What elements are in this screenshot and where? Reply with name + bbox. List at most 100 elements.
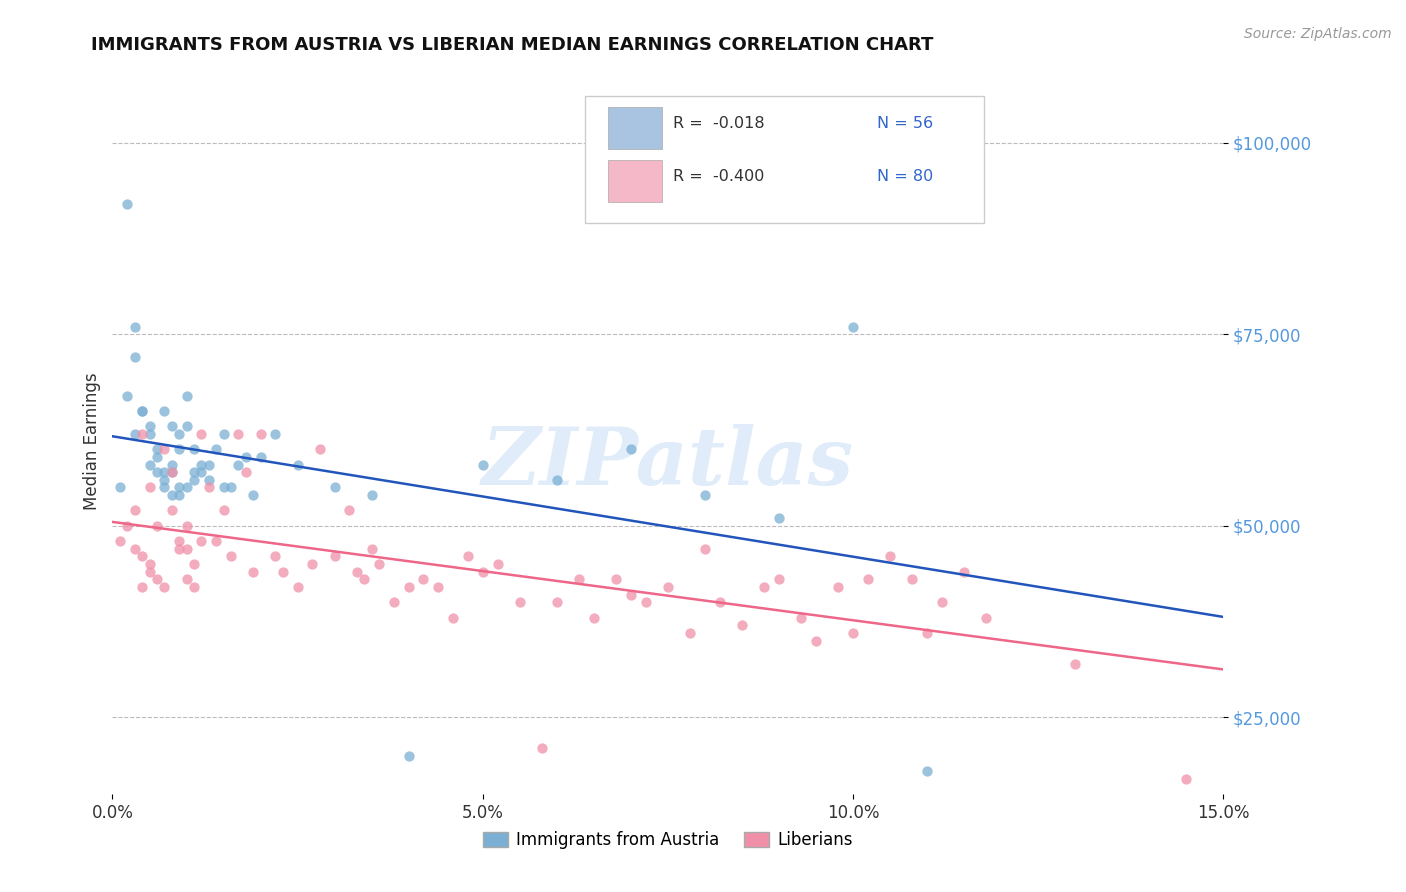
Point [768, 511, 790, 525]
Point [709, 595, 731, 609]
Text: R =  -0.400: R = -0.400 [673, 169, 765, 184]
Point [183, 557, 205, 571]
Point [242, 488, 264, 502]
FancyBboxPatch shape [607, 160, 662, 202]
Point [346, 565, 368, 579]
Point [167, 541, 190, 556]
Point [219, 549, 242, 564]
Point [160, 488, 183, 502]
Point [323, 549, 346, 564]
Point [176, 419, 198, 434]
Point [953, 565, 976, 579]
Point [605, 573, 627, 587]
Point [160, 465, 183, 479]
Point [752, 580, 775, 594]
Point [124, 426, 146, 441]
Point [117, 197, 139, 211]
Point [167, 481, 190, 495]
Y-axis label: Median Earnings: Median Earnings [83, 373, 101, 510]
Point [412, 573, 434, 587]
Point [124, 541, 146, 556]
Point [530, 740, 553, 755]
Point [441, 610, 464, 624]
Point [138, 419, 160, 434]
Point [790, 610, 813, 624]
Point [249, 426, 271, 441]
Point [546, 473, 568, 487]
Text: N = 80: N = 80 [877, 169, 934, 184]
Point [167, 426, 190, 441]
Point [879, 549, 901, 564]
Point [804, 633, 827, 648]
Point [146, 518, 169, 533]
Point [398, 580, 420, 594]
Point [131, 426, 153, 441]
Point [471, 458, 494, 472]
Point [931, 595, 953, 609]
Point [205, 442, 228, 457]
Point [176, 573, 198, 587]
Point [657, 580, 679, 594]
Point [679, 626, 702, 640]
Point [620, 588, 643, 602]
Point [235, 450, 257, 464]
Legend: Immigrants from Austria, Liberians: Immigrants from Austria, Liberians [477, 825, 859, 856]
Point [768, 573, 790, 587]
Point [197, 481, 219, 495]
Point [486, 557, 509, 571]
Point [360, 488, 382, 502]
Point [117, 518, 139, 533]
Point [731, 618, 754, 632]
Point [235, 465, 257, 479]
Point [146, 450, 169, 464]
Point [160, 465, 183, 479]
Point [146, 573, 169, 587]
Point [360, 541, 382, 556]
Point [153, 481, 176, 495]
Point [915, 626, 938, 640]
Point [124, 319, 146, 334]
Point [124, 503, 146, 517]
Point [427, 580, 450, 594]
Point [117, 388, 139, 402]
Point [1064, 657, 1087, 671]
Point [153, 580, 176, 594]
Point [176, 541, 198, 556]
FancyBboxPatch shape [585, 96, 984, 223]
Text: IMMIGRANTS FROM AUSTRIA VS LIBERIAN MEDIAN EARNINGS CORRELATION CHART: IMMIGRANTS FROM AUSTRIA VS LIBERIAN MEDI… [91, 36, 934, 54]
Point [842, 319, 865, 334]
Point [546, 595, 568, 609]
Point [176, 481, 198, 495]
Point [205, 534, 228, 549]
Point [183, 442, 205, 457]
Point [131, 549, 153, 564]
Point [827, 580, 849, 594]
Point [398, 748, 420, 763]
Point [190, 426, 212, 441]
Point [271, 565, 294, 579]
Point [176, 388, 198, 402]
Point [974, 610, 997, 624]
Point [228, 426, 250, 441]
Point [212, 481, 235, 495]
Point [353, 573, 375, 587]
Point [167, 442, 190, 457]
Point [153, 442, 176, 457]
Point [509, 595, 531, 609]
Point [167, 534, 190, 549]
Point [197, 458, 219, 472]
Point [228, 458, 250, 472]
Point [138, 458, 160, 472]
Point [308, 442, 330, 457]
Point [153, 404, 176, 418]
Point [153, 465, 176, 479]
Point [124, 351, 146, 365]
FancyBboxPatch shape [607, 107, 662, 149]
Point [620, 442, 643, 457]
Point [457, 549, 479, 564]
Point [842, 626, 865, 640]
Point [634, 595, 657, 609]
Point [693, 541, 716, 556]
Point [582, 610, 605, 624]
Point [131, 580, 153, 594]
